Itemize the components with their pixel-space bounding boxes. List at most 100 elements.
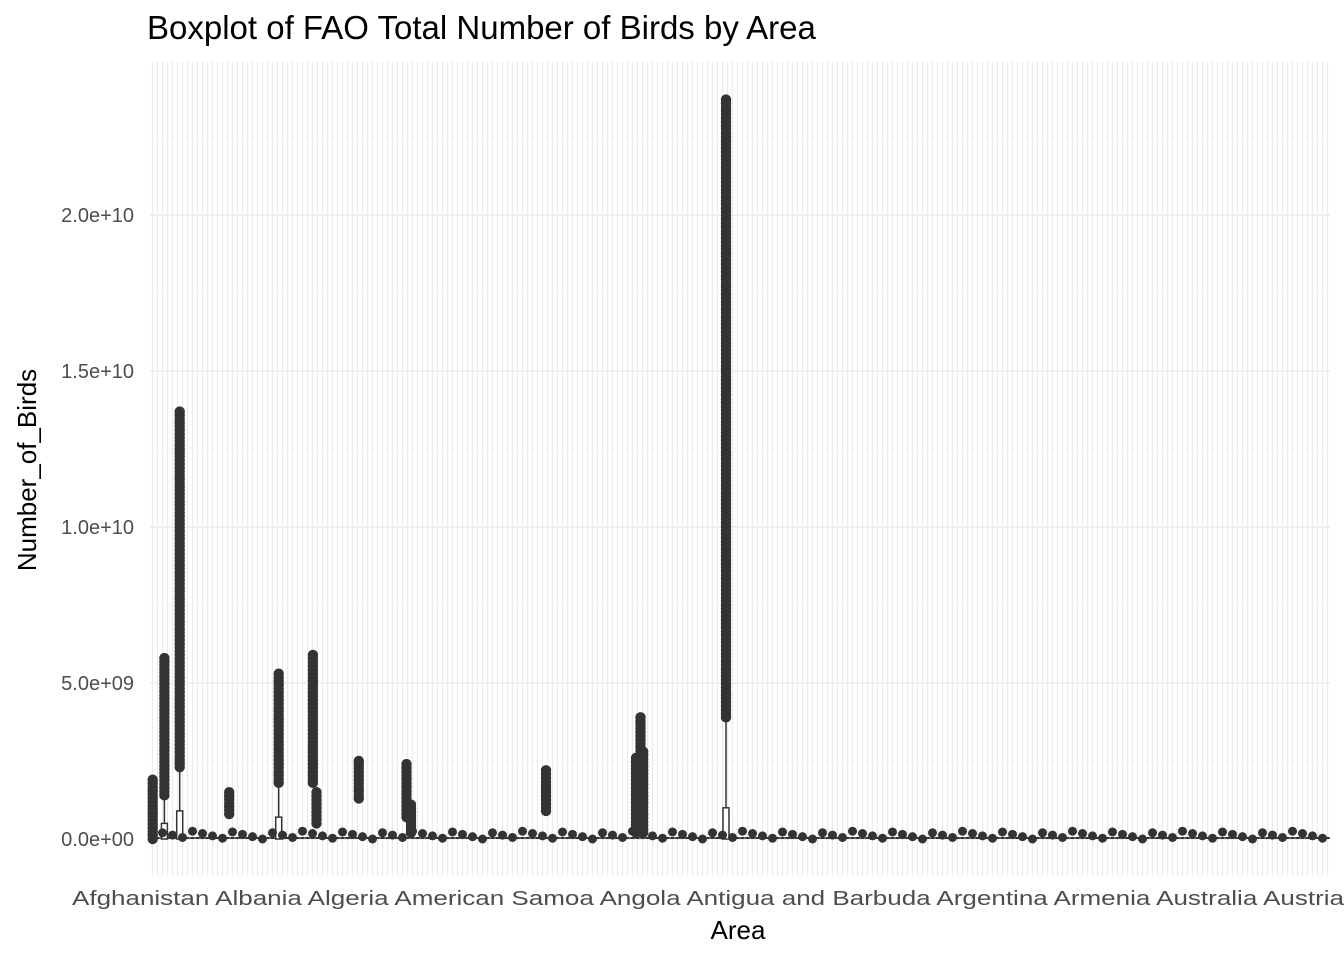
outlier-point — [438, 833, 447, 843]
outlier-point — [908, 832, 917, 842]
outlier-point — [838, 832, 847, 842]
outlier-point — [1028, 834, 1037, 844]
outlier-point — [228, 827, 237, 837]
outlier-point — [388, 830, 397, 840]
outlier-point — [540, 765, 552, 776]
outlier-point — [498, 830, 507, 840]
outlier-point — [1198, 831, 1207, 841]
outlier-point — [1268, 830, 1277, 840]
outlier-point — [258, 834, 267, 844]
outlier-point — [698, 834, 707, 844]
outlier-point — [778, 827, 787, 837]
outlier-point — [148, 834, 157, 844]
outlier-point — [808, 834, 817, 844]
outlier-point — [288, 832, 297, 842]
outlier-point — [1068, 826, 1077, 836]
outlier-point — [1248, 834, 1257, 844]
outlier-point — [298, 826, 307, 836]
outlier-point — [768, 833, 777, 843]
outlier-point — [1108, 827, 1117, 837]
outlier-point — [408, 826, 417, 836]
outlier-point — [278, 830, 287, 840]
outlier-point — [1098, 833, 1107, 843]
outlier-point — [353, 755, 364, 767]
outlier-point — [348, 829, 357, 839]
outlier-point — [1008, 829, 1017, 839]
outlier-point — [418, 829, 427, 839]
outlier-point — [798, 832, 807, 842]
outlier-point — [635, 712, 646, 723]
outlier-point — [308, 829, 317, 839]
outlier-point — [198, 829, 207, 839]
y-tick-label: 0.0e+00 — [61, 829, 134, 851]
outlier-point — [311, 787, 322, 798]
plot-panel — [147, 62, 1330, 876]
outlier-point — [1168, 832, 1177, 842]
outlier-point — [1218, 827, 1227, 837]
y-tick-label: 2.0e+10 — [61, 205, 134, 227]
outlier-point — [1148, 828, 1157, 838]
x-tick-labels: Afghanistan Albania Algeria American Sam… — [72, 888, 1344, 910]
outlier-point — [1278, 832, 1287, 842]
outlier-point — [208, 831, 217, 841]
outlier-point — [868, 831, 877, 841]
grid-lines — [150, 62, 1330, 876]
outlier-point — [788, 829, 797, 839]
outlier-point — [828, 830, 837, 840]
outlier-point — [1048, 830, 1057, 840]
outlier-point — [608, 830, 617, 840]
outlier-point — [728, 832, 737, 842]
x-axis-ticks: Afghanistan Albania Algeria American Sam… — [72, 888, 1344, 910]
outlier-point — [1208, 833, 1217, 843]
outlier-point — [978, 831, 987, 841]
outlier-point — [398, 832, 407, 842]
outlier-point — [338, 827, 347, 837]
outlier-point — [168, 830, 177, 840]
outlier-point — [1238, 832, 1247, 842]
y-axis-title: Number_of_Birds — [12, 369, 42, 571]
outlier-point — [401, 758, 412, 770]
outlier-point — [1058, 832, 1067, 842]
outlier-point — [968, 829, 977, 839]
outlier-point — [1178, 826, 1187, 836]
outlier-point — [758, 831, 767, 841]
outlier-point — [668, 827, 677, 837]
outlier-point — [1078, 829, 1087, 839]
outlier-point — [898, 829, 907, 839]
outlier-point — [448, 827, 457, 837]
outlier-point — [1138, 834, 1147, 844]
outlier-point — [368, 834, 377, 844]
outlier-point — [478, 834, 487, 844]
outlier-point — [858, 829, 867, 839]
outlier-point — [458, 829, 467, 839]
outlier-point — [888, 827, 897, 837]
outlier-point — [1128, 832, 1137, 842]
outlier-point — [518, 826, 527, 836]
outlier-point — [378, 828, 387, 838]
outlier-point — [318, 831, 327, 841]
outlier-point — [1018, 832, 1027, 842]
outlier-point — [998, 827, 1007, 837]
outlier-point — [1228, 829, 1237, 839]
outlier-point — [307, 649, 319, 661]
outlier-point — [988, 833, 997, 843]
outlier-point — [708, 828, 717, 838]
outlier-point — [688, 832, 697, 842]
outlier-point — [238, 829, 247, 839]
outlier-point — [938, 830, 947, 840]
chart-title: Boxplot of FAO Total Number of Birds by … — [147, 9, 817, 46]
outlier-point — [488, 828, 497, 838]
outlier-point — [720, 94, 732, 105]
outlier-point — [1088, 831, 1097, 841]
outlier-point — [268, 828, 277, 838]
outlier-point — [648, 831, 657, 841]
outlier-point — [918, 834, 927, 844]
outlier-point — [147, 774, 158, 785]
outlier-point — [248, 832, 257, 842]
outlier-point — [928, 828, 937, 838]
outlier-point — [273, 668, 284, 679]
outlier-point — [628, 826, 637, 836]
outlier-point — [218, 833, 227, 843]
outlier-point — [1118, 829, 1127, 839]
